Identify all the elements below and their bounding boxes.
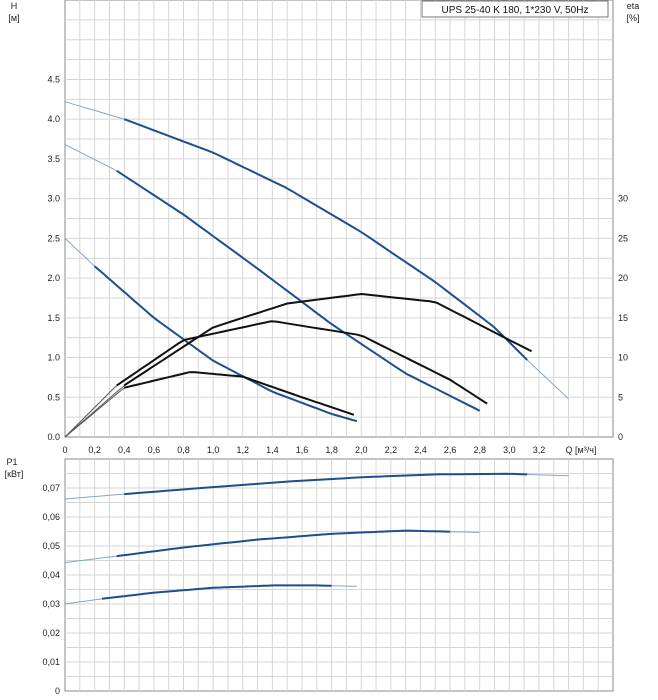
- upper-chart-series: [64, 101, 569, 438]
- head-curve: [116, 169, 481, 412]
- y-tick-label: 2.0: [47, 273, 60, 283]
- x-tick-label: 1,0: [207, 445, 220, 455]
- y-axis-label: H: [11, 1, 18, 11]
- legend-entry: UPS 25-40 K 180, 1*230 V, 50Hz: [442, 5, 589, 16]
- lower-chart-series: [64, 472, 569, 605]
- y-tick-label: 2.5: [47, 233, 60, 243]
- power-tick-label: 0,07: [42, 483, 60, 493]
- x-tick-label: 1,2: [236, 445, 249, 455]
- x-tick-label: 0,4: [118, 445, 131, 455]
- x-tick-label: 2,6: [444, 445, 457, 455]
- y-tick-label: 4.5: [47, 74, 60, 84]
- power-tick-label: 0,02: [42, 628, 60, 638]
- y2-axis-label: eta: [627, 1, 640, 11]
- x-tick-label: 3,2: [533, 445, 546, 455]
- efficiency-curve: [123, 371, 355, 416]
- y2-tick-label: 30: [618, 194, 628, 204]
- y-tick-label: 4.0: [47, 114, 60, 124]
- legend: UPS 25-40 K 180, 1*230 V, 50Hz: [421, 0, 609, 18]
- legend-box: [421, 0, 609, 18]
- power-curve: [101, 584, 332, 600]
- x-tick-label: 0: [62, 445, 67, 455]
- power-curve: [116, 529, 451, 558]
- upper-chart-grid: 0.0 0.5 1.0 1.5 2.0 2.5 3.0 3.5 4.0 4.5 0 5 10 15 20 25…: [47, 0, 628, 455]
- head-curve: [123, 118, 528, 361]
- y2-tick-label: 20: [618, 273, 628, 283]
- y2-tick-label: 25: [618, 233, 628, 243]
- power-axis-label: P1: [6, 457, 17, 467]
- y-axis-unit: [м]: [8, 13, 19, 23]
- y2-tick-label: 15: [618, 313, 628, 323]
- y2-axis-unit: [%]: [626, 13, 639, 23]
- head-curve: [93, 265, 358, 423]
- chart-labels: H [м] eta [%] Q [м³/ч] P1 [кВт]: [5, 1, 640, 479]
- x-tick-label: 2,8: [473, 445, 486, 455]
- y-tick-label: 1.5: [47, 313, 60, 323]
- y-tick-label: 0.5: [47, 392, 60, 402]
- power-tick-label: 0,06: [42, 512, 60, 522]
- y-tick-label: 3.5: [47, 154, 60, 164]
- x-tick-label: 2,0: [355, 445, 368, 455]
- x-tick-label: 1,6: [296, 445, 309, 455]
- lower-chart-grid: 0 0,01 0,02 0,03 0,04 0,05 0,06 0,07: [42, 458, 614, 696]
- x-tick-label: 0,8: [177, 445, 190, 455]
- x-tick-label: 1,8: [325, 445, 338, 455]
- y2-tick-label: 0: [618, 432, 623, 442]
- x-axis-label: Q [м³/ч]: [566, 445, 597, 455]
- power-axis-unit: [кВт]: [5, 469, 24, 479]
- y2-tick-label: 5: [618, 392, 623, 402]
- x-tick-label: 0,2: [88, 445, 101, 455]
- efficiency-curve: [123, 292, 532, 387]
- y-tick-label: 3.0: [47, 194, 60, 204]
- y2-tick-label: 10: [618, 353, 628, 363]
- power-tick-label: 0,03: [42, 599, 60, 609]
- x-tick-label: 3,0: [503, 445, 516, 455]
- power-tick-label: 0,05: [42, 541, 60, 551]
- x-tick-label: 2,2: [385, 445, 398, 455]
- y-tick-label: 0.0: [47, 432, 60, 442]
- x-tick-label: 2,4: [414, 445, 427, 455]
- power-tick-label: 0,04: [42, 570, 60, 580]
- y-tick-label: 1.0: [47, 353, 60, 363]
- efficiency-curve: [116, 320, 488, 405]
- power-tick-label: 0,01: [42, 657, 60, 667]
- x-tick-label: 0,6: [148, 445, 161, 455]
- power-tick-label: 0: [55, 686, 60, 696]
- x-tick-label: 1,4: [266, 445, 279, 455]
- power-curve: [124, 472, 528, 496]
